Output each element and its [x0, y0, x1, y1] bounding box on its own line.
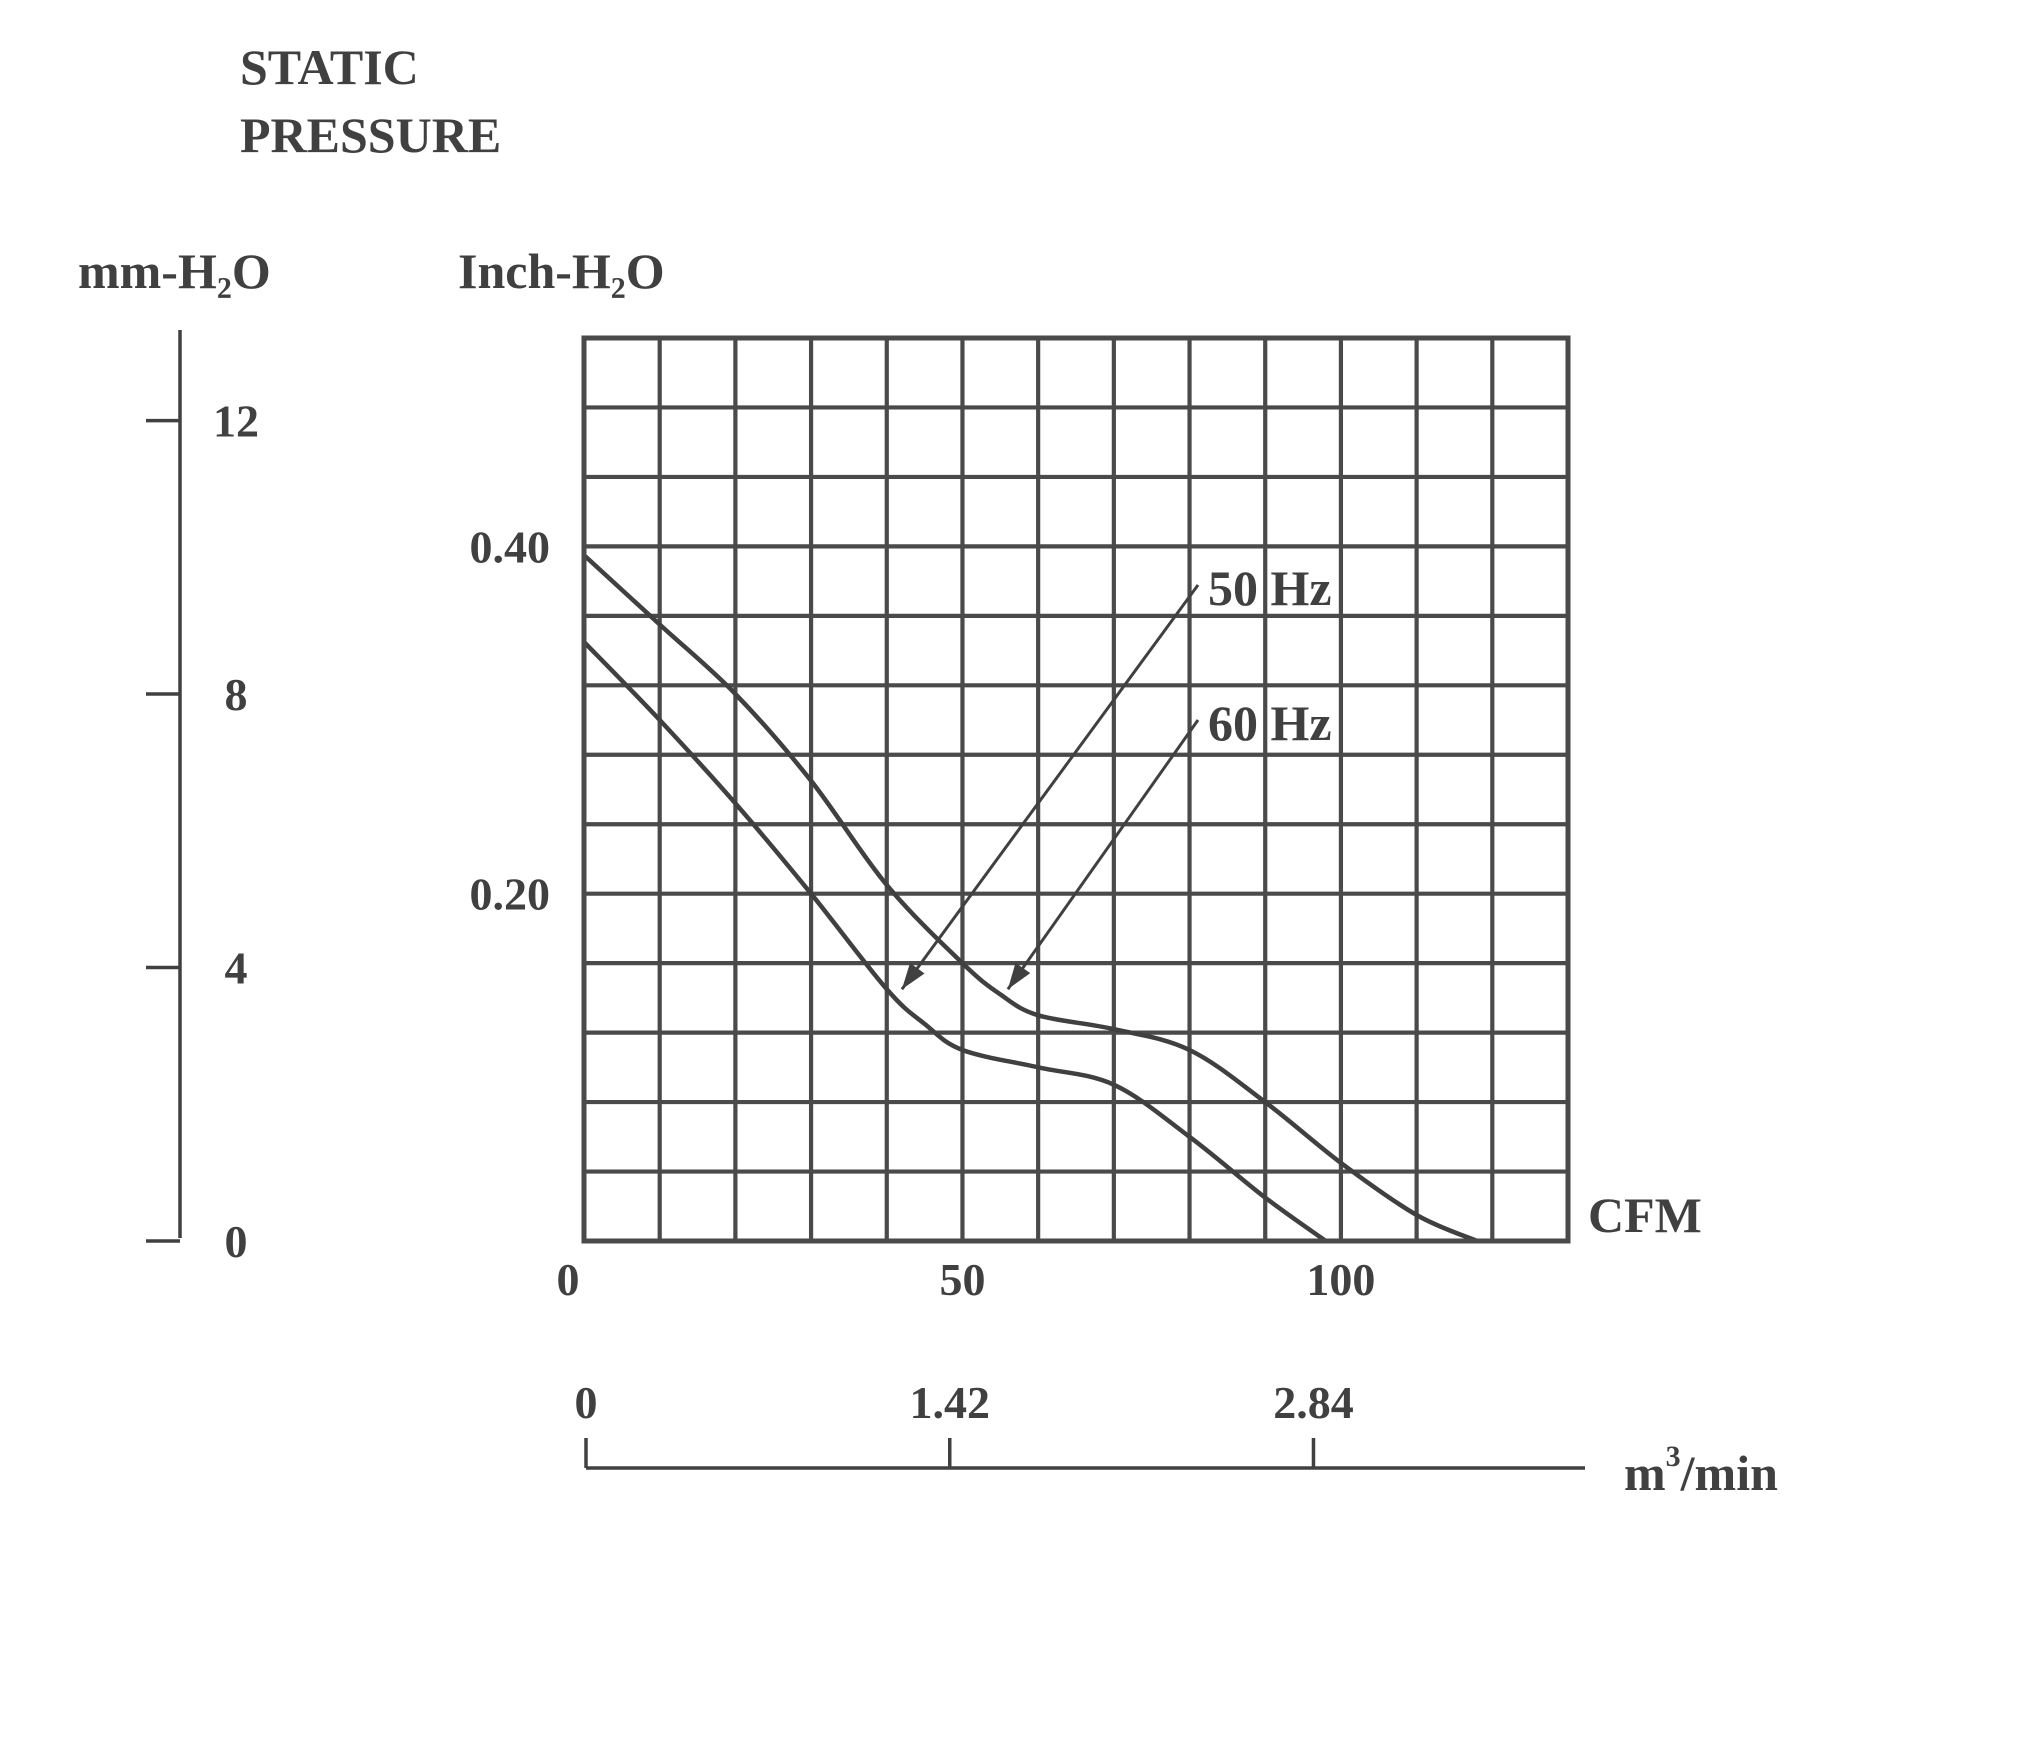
- x-main-unit-label: CFM: [1588, 1187, 1702, 1243]
- series-leader-1: [1006, 719, 1200, 991]
- plot-grid: [584, 338, 1568, 1241]
- y-main-tick-label: 0.20: [470, 869, 551, 920]
- series-line-1: [581, 552, 1480, 1244]
- title-line-2: PRESSURE: [240, 107, 501, 163]
- x-main-tick-label: 50: [939, 1254, 985, 1305]
- plot-frame: [581, 335, 1571, 1244]
- y-left-axis: 0 4 8 12: [146, 330, 259, 1267]
- y-main-ticks: 0.20 0.40: [470, 521, 551, 919]
- y-main-unit-label: Inch-H₂O: [458, 243, 665, 299]
- x-main-tick-label: 0: [557, 1254, 580, 1305]
- x-secondary-unit-label: m3/min: [1624, 1440, 1778, 1501]
- x-secondary-unit-suffix: /min: [1680, 1445, 1778, 1501]
- x-secondary-axis: 0 1.42 2.84: [575, 1377, 1585, 1470]
- series-line-0: [581, 639, 1329, 1244]
- y-main-tick-label: 0.40: [470, 521, 551, 572]
- title-line-1: STATIC: [240, 39, 419, 95]
- x-main-tick-label: 100: [1306, 1254, 1375, 1305]
- series-leader-0: [900, 584, 1200, 991]
- x-main-ticks: 0 50 100: [557, 1254, 1376, 1305]
- x-secondary-unit-base: m: [1624, 1445, 1666, 1501]
- series-label-0: 50 Hz: [1208, 560, 1332, 616]
- series-arrowhead-1: [1007, 962, 1031, 990]
- y-left-tick-label: 12: [213, 396, 259, 447]
- x-secondary-tick-label: 0: [575, 1377, 598, 1428]
- series-label-1: 60 Hz: [1208, 695, 1332, 751]
- series-annotations: 50 Hz 60 Hz: [900, 560, 1332, 991]
- y-left-unit-label: mm-H₂O: [78, 243, 271, 299]
- x-secondary-tick-label: 2.84: [1273, 1377, 1354, 1428]
- x-secondary-tick-label: 1.42: [909, 1377, 990, 1428]
- y-left-tick-label: 0: [225, 1216, 248, 1267]
- x-secondary-unit-sup: 3: [1666, 1440, 1681, 1473]
- series-curves: [581, 552, 1480, 1244]
- y-left-tick-label: 8: [225, 669, 248, 720]
- series-arrowhead-0: [901, 962, 925, 990]
- y-left-tick-label: 4: [225, 943, 248, 994]
